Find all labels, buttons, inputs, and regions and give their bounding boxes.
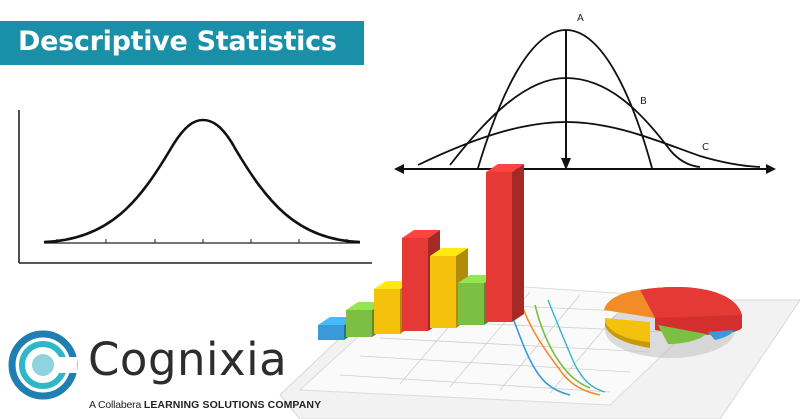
title-banner bbox=[0, 21, 364, 65]
curve-label-b: B bbox=[640, 96, 647, 107]
brand-tagline: A Collabera LEARNING SOLUTIONS COMPANY bbox=[89, 399, 321, 411]
tagline-prefix: A Collabera bbox=[89, 399, 142, 411]
tagline-bold: LEARNING SOLUTIONS COMPANY bbox=[143, 399, 322, 411]
curve-label-c: C bbox=[702, 142, 709, 153]
curve-c bbox=[417, 121, 761, 168]
curve-b bbox=[449, 77, 701, 168]
comparison-curves: A B C bbox=[394, 13, 776, 174]
bar-chart-3d bbox=[318, 164, 524, 340]
pie-slice-orange bbox=[604, 290, 655, 318]
pie-slice-green bbox=[658, 325, 706, 344]
curve-label-a: A bbox=[577, 13, 584, 24]
bell-curve-plot bbox=[18, 110, 372, 264]
brand-wordmark: Cognixia bbox=[88, 333, 288, 386]
axis-arrow-left bbox=[394, 164, 404, 174]
curve-a bbox=[477, 29, 653, 169]
page-title: Descriptive Statistics bbox=[18, 26, 337, 57]
pie-slice-yellow bbox=[604, 318, 650, 342]
normal-curve bbox=[43, 118, 361, 244]
baseline-ticks bbox=[56, 239, 348, 243]
logo-mark bbox=[8, 330, 78, 400]
axis-arrow-right bbox=[766, 164, 776, 174]
pie-chart-3d bbox=[604, 287, 742, 358]
mean-arrow bbox=[561, 158, 571, 170]
pie-slice-blue bbox=[708, 330, 734, 340]
bar-7 bbox=[486, 164, 524, 322]
